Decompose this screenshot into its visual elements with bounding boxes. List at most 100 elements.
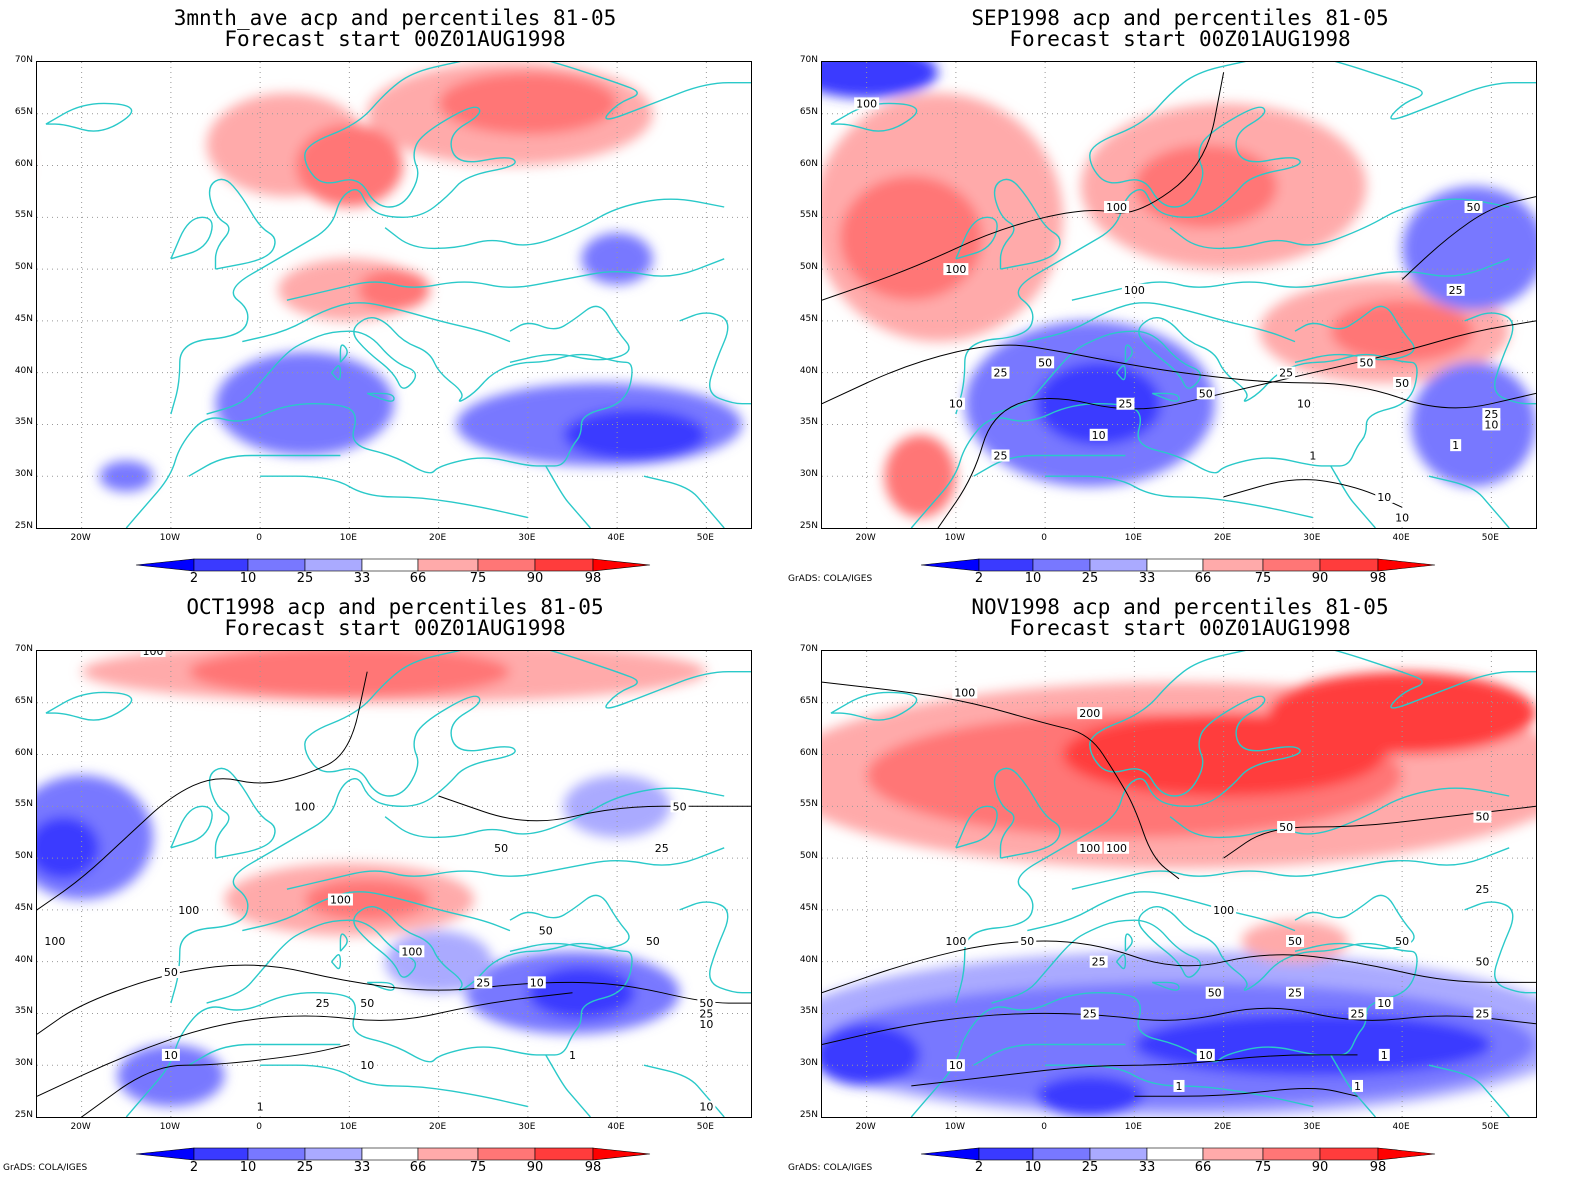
contour-label-bg bbox=[358, 1059, 377, 1072]
map-frame: 100 100 100 100 50 25 10 25 25 10 50 10 25 50 50 50 25 25… bbox=[821, 61, 1537, 529]
coastline bbox=[242, 891, 511, 932]
colorbar-label: 33 bbox=[353, 1160, 371, 1175]
lat-tick-label: 65N bbox=[799, 106, 818, 117]
lon-tick-label: 30E bbox=[518, 533, 536, 543]
precip-contour bbox=[822, 72, 1225, 301]
contour-label-bg bbox=[1286, 934, 1305, 947]
map-frame: 100 200 100 100 50 50 25 100 50 50 100 50 25 50 25 10 25… bbox=[821, 650, 1537, 1118]
lat-tick-label: 30N bbox=[14, 1058, 33, 1069]
coastline bbox=[1124, 344, 1133, 363]
lat-tick-label: 25N bbox=[14, 521, 33, 531]
map-frame bbox=[36, 61, 752, 529]
contour-label: 50 bbox=[1038, 356, 1052, 369]
coastline bbox=[1464, 312, 1536, 405]
contour-label: 10 bbox=[360, 1059, 374, 1072]
colorbar-label: 98 bbox=[1369, 571, 1387, 586]
precip-contour bbox=[1134, 1088, 1358, 1097]
lon-tick-label: 20E bbox=[429, 1122, 447, 1132]
colorbar-swatch bbox=[477, 1147, 536, 1161]
contour-label: 25 bbox=[1288, 987, 1302, 1000]
coastline bbox=[955, 62, 1536, 415]
contour-label-bg bbox=[991, 449, 1010, 462]
lon-tick-label: 50E bbox=[1481, 1122, 1499, 1132]
contour-label: 50 bbox=[360, 997, 374, 1010]
colorbar-label: 25 bbox=[1081, 1160, 1099, 1175]
map-title: OCT1998 acp and percentiles 81-05 bbox=[186, 595, 604, 619]
contour-label: 100 bbox=[401, 945, 422, 958]
contour-label-bg bbox=[643, 934, 662, 947]
lon-tick-label: 10W bbox=[944, 1122, 966, 1132]
coastline bbox=[1115, 954, 1127, 970]
lon-tick-label: 10E bbox=[339, 1122, 357, 1132]
contour-label: 25 bbox=[1279, 367, 1293, 380]
contour-label: 1 bbox=[257, 1101, 264, 1114]
contour-label-bg bbox=[652, 841, 671, 854]
anomaly-shading bbox=[1268, 671, 1536, 755]
lat-tick-label: 70N bbox=[14, 644, 33, 654]
contour-label: 50 bbox=[1359, 356, 1373, 369]
precip-contour bbox=[438, 795, 751, 822]
contour-label-bg bbox=[1089, 428, 1108, 441]
lat-tick-label: 30N bbox=[14, 469, 33, 480]
lat-tick-label: 65N bbox=[14, 695, 33, 706]
contour-label: 100 bbox=[954, 686, 975, 699]
lat-tick-label: 60N bbox=[799, 747, 818, 758]
coastline bbox=[286, 258, 725, 301]
colorbar-label: 90 bbox=[526, 571, 544, 586]
coastline bbox=[973, 454, 1126, 477]
contour-label-bg bbox=[1077, 841, 1103, 854]
grads-credit: GrADS: COLA/IGES bbox=[788, 1163, 873, 1173]
anomaly-shading bbox=[1036, 1075, 1144, 1117]
colorbar-label: 25 bbox=[1081, 571, 1099, 586]
lat-tick-label: 35N bbox=[14, 417, 33, 428]
contour-label: 50 bbox=[1020, 935, 1034, 948]
colorbar bbox=[0, 558, 660, 578]
coastline bbox=[679, 312, 751, 405]
contour-label-bg bbox=[697, 997, 716, 1010]
anomaly-shading bbox=[304, 878, 430, 921]
coastline bbox=[242, 302, 511, 343]
coastline bbox=[170, 62, 751, 415]
colorbar-swatch bbox=[978, 1147, 1034, 1161]
contour-label-bg bbox=[567, 1048, 578, 1061]
lat-tick-label: 35N bbox=[14, 1006, 33, 1017]
grads-credit: GrADS: COLA/IGES bbox=[788, 574, 873, 584]
precip-contour bbox=[81, 1044, 350, 1117]
contour-label-bg bbox=[176, 903, 202, 916]
anomaly-shading bbox=[527, 966, 635, 1019]
contour-label-bg bbox=[1473, 810, 1492, 823]
colorbar-swatch bbox=[1032, 558, 1091, 572]
coastline bbox=[260, 475, 529, 519]
map-title: SEP1998 acp and percentiles 81-05 bbox=[971, 6, 1389, 30]
lat-tick-label: 50N bbox=[799, 851, 818, 862]
lat-tick-label: 30N bbox=[799, 1058, 818, 1069]
coastline bbox=[679, 901, 751, 994]
lon-tick-label: 30E bbox=[518, 1122, 536, 1132]
contour-label: 10 bbox=[1484, 418, 1498, 431]
contour-label-bg bbox=[327, 893, 353, 906]
colorbar-swatch bbox=[1089, 558, 1148, 572]
contour-label: 50 bbox=[1475, 811, 1489, 824]
grads-credit: GrADS: COLA/IGES bbox=[3, 1163, 88, 1173]
lon-tick-label: 0 bbox=[1041, 1122, 1047, 1132]
contour-label-bg bbox=[1018, 934, 1037, 947]
colorbar-label: 10 bbox=[1024, 571, 1042, 586]
coastline bbox=[643, 475, 725, 528]
coastline bbox=[910, 316, 1418, 528]
map-canvas: 1001001001001001005050505025505025251010… bbox=[37, 651, 751, 1117]
precip-contour bbox=[822, 344, 1536, 409]
lon-tick-label: 0 bbox=[256, 1122, 262, 1132]
coastline bbox=[643, 1064, 725, 1117]
lon-tick-label: 30E bbox=[1303, 1122, 1321, 1132]
contour-label: 10 bbox=[699, 1101, 713, 1114]
coastline bbox=[993, 178, 1061, 270]
colorbar-swatch bbox=[534, 1147, 594, 1161]
contour-label-bg bbox=[1205, 986, 1224, 999]
contour-label: 25 bbox=[994, 450, 1008, 463]
colorbar-swatch bbox=[135, 1147, 195, 1161]
contour-label-bg bbox=[1348, 1007, 1367, 1020]
contour-label-bg bbox=[1121, 283, 1147, 296]
contour-label-bg bbox=[1116, 397, 1135, 410]
anomaly-shading bbox=[1134, 144, 1278, 228]
colorbar bbox=[785, 1147, 1445, 1167]
